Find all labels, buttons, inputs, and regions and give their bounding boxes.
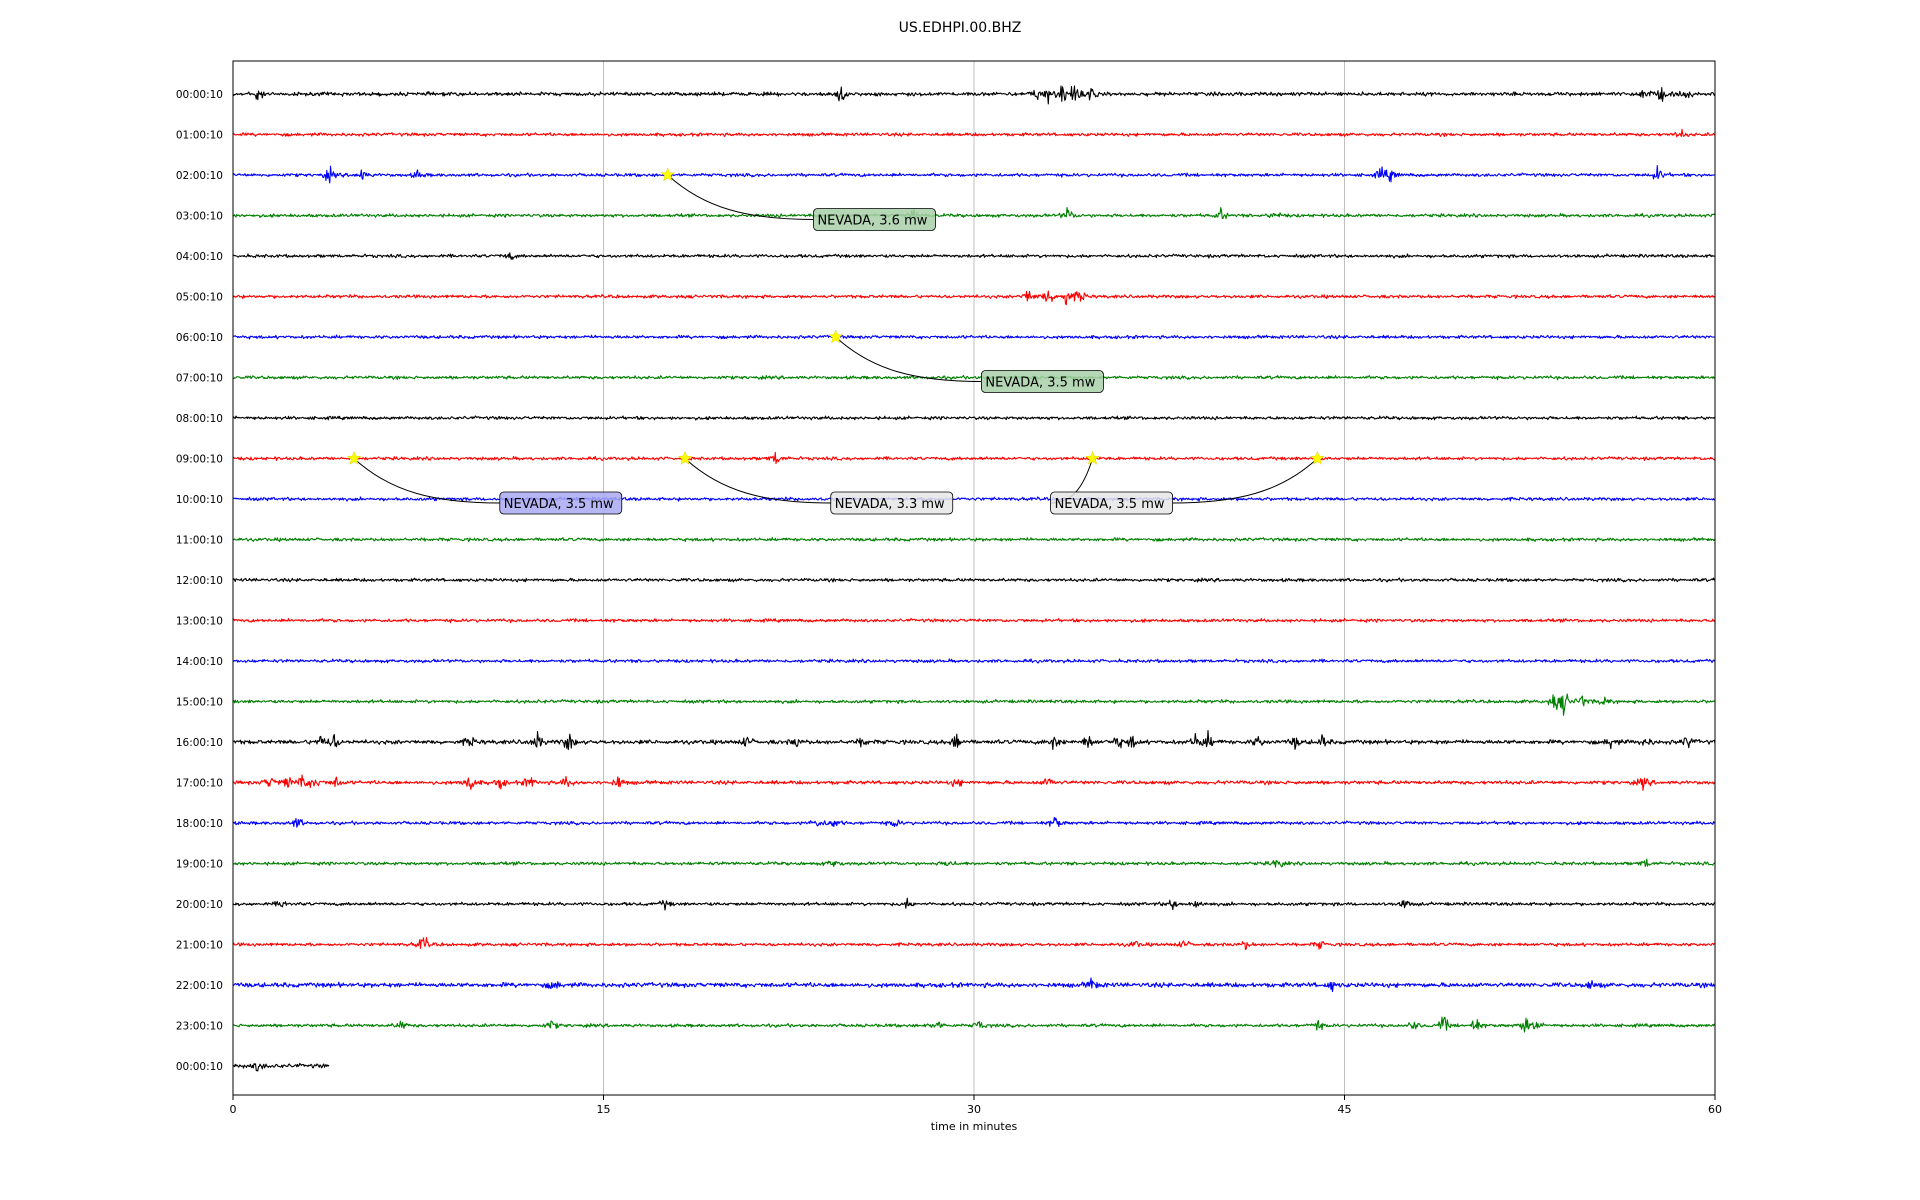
event-connector-2 (353, 458, 500, 504)
trace-row-7 (232, 374, 1716, 381)
row-label-16: 16:00:10 (176, 737, 223, 749)
event-star-0 (660, 167, 676, 182)
trace-row-13 (232, 617, 1716, 624)
trace-row-1 (233, 128, 1716, 138)
row-label-19: 19:00:10 (176, 859, 223, 871)
trace-row-21 (232, 937, 1716, 950)
row-label-7: 07:00:10 (176, 373, 223, 385)
event-label-3: NEVADA, 3.3 mw (835, 497, 945, 512)
event-star-4 (1085, 450, 1100, 465)
trace-row-17 (232, 774, 1716, 791)
row-label-9: 09:00:10 (176, 454, 223, 466)
x-tick-label-1: 15 (597, 1103, 611, 1116)
row-label-18: 18:00:10 (176, 818, 223, 830)
event-star-5 (1310, 450, 1325, 465)
event-label-box-2 (499, 491, 623, 515)
trace-row-19 (233, 858, 1716, 868)
event-connector-1 (835, 336, 982, 382)
event-connector-5 (1172, 458, 1318, 504)
trace-row-22 (232, 977, 1716, 993)
trace-row-18 (232, 816, 1716, 828)
trace-row-2 (232, 165, 1716, 184)
event-star-1 (828, 329, 843, 344)
trace-row-24 (233, 1062, 330, 1072)
trace-row-11 (232, 536, 1716, 543)
trace-row-14 (232, 658, 1716, 664)
row-label-12: 12:00:10 (176, 575, 223, 587)
trace-row-10 (232, 496, 1715, 502)
x-tick-label-0: 0 (230, 1103, 237, 1116)
row-label-24: 00:00:10 (176, 1061, 223, 1073)
row-label-20: 20:00:10 (176, 899, 223, 911)
row-label-3: 03:00:10 (176, 211, 223, 223)
trace-row-20 (232, 897, 1716, 911)
row-label-1: 01:00:10 (176, 130, 223, 142)
row-label-13: 13:00:10 (176, 616, 223, 628)
x-axis-ticks: 0 15 30 45 60 (230, 1095, 1722, 1116)
trace-row-23 (232, 1016, 1716, 1033)
row-label-11: 11:00:10 (176, 535, 223, 547)
event-label-2: NEVADA, 3.5 mw (504, 497, 614, 512)
event-star-3 (677, 450, 693, 465)
trace-row-9 (232, 451, 1716, 465)
row-label-22: 22:00:10 (176, 980, 223, 992)
trace-row-12 (232, 577, 1716, 583)
row-label-15: 15:00:10 (176, 697, 223, 709)
row-labels: 00:00:10 01:00:10 02:00:10 03:00:10 04:00:10… (176, 89, 223, 1073)
trace-row-5 (232, 290, 1716, 306)
trace-row-15 (232, 693, 1716, 716)
trace-row-6 (232, 334, 1716, 340)
row-label-8: 08:00:10 (176, 413, 223, 425)
trace-row-16 (232, 729, 1716, 751)
trace-row-3 (232, 206, 1716, 220)
grid-lines (603, 61, 1345, 1095)
row-label-2: 02:00:10 (176, 170, 223, 182)
trace-layer (232, 85, 1716, 1072)
row-label-23: 23:00:10 (176, 1021, 223, 1033)
x-tick-label-2: 30 (967, 1103, 981, 1116)
row-label-5: 05:00:10 (176, 292, 223, 304)
row-label-0: 00:00:10 (176, 89, 223, 101)
trace-row-0 (232, 85, 1716, 105)
event-label-1: NEVADA, 3.5 mw (985, 376, 1095, 391)
row-label-14: 14:00:10 (176, 656, 223, 668)
trace-row-8 (232, 415, 1716, 421)
chart-title: US.EDHPI.00.BHZ (898, 20, 1022, 36)
row-label-4: 04:00:10 (176, 251, 223, 263)
event-label-0: NEVADA, 3.6 mw (817, 214, 927, 229)
row-label-17: 17:00:10 (176, 778, 223, 790)
row-label-6: 06:00:10 (176, 332, 223, 344)
event-star-2 (346, 450, 362, 465)
event-connector-3 (684, 458, 831, 504)
event-label-4: NEVADA, 3.5 mw (1055, 497, 1165, 512)
x-tick-label-4: 60 (1708, 1103, 1722, 1116)
event-label-box-1 (981, 370, 1104, 393)
event-connector-0 (667, 174, 814, 220)
x-axis-label: time in minutes (930, 1120, 1018, 1133)
event-layer: NEVADA, 3.6 mw NEVADA, 3.5 mw NEVADA, 3.5 … (346, 167, 1325, 515)
x-tick-label-3: 45 (1338, 1103, 1352, 1116)
event-label-box-3 (830, 491, 954, 515)
event-label-box-0 (813, 208, 936, 231)
row-label-10: 10:00:10 (176, 494, 223, 506)
row-label-21: 21:00:10 (176, 940, 223, 952)
trace-row-4 (232, 252, 1716, 260)
